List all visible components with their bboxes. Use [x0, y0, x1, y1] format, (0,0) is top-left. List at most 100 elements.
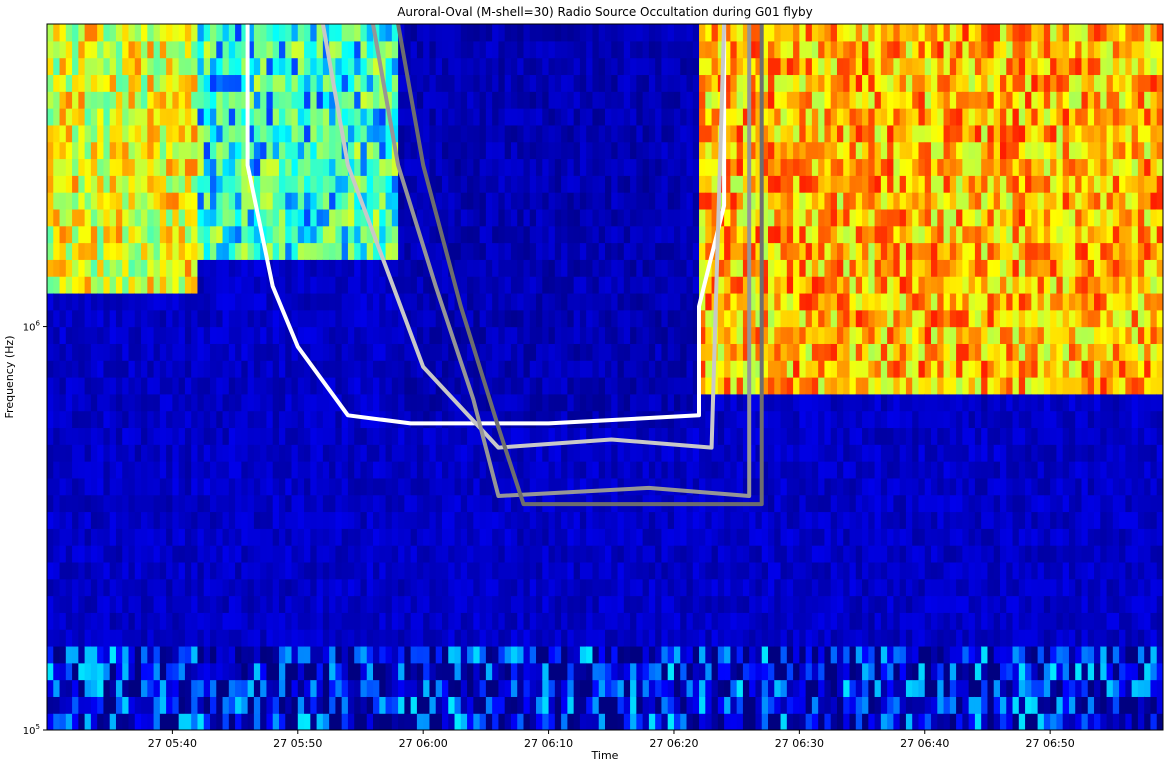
spectrogram-cell	[542, 360, 550, 378]
spectrogram-cell	[379, 225, 387, 244]
spectrogram-cell	[178, 40, 186, 59]
spectrogram-cell	[467, 360, 474, 378]
spectrogram-cell	[630, 477, 637, 496]
spectrogram-cell	[761, 225, 769, 244]
spectrogram-cell	[655, 124, 663, 143]
spectrogram-cell	[579, 259, 587, 277]
spectrogram-cell	[492, 360, 500, 378]
spectrogram-cell	[667, 259, 675, 277]
spectrogram-cell	[210, 662, 217, 681]
spectrogram-cell	[630, 679, 637, 697]
spectrogram-cell	[724, 477, 731, 496]
spectrogram-cell	[492, 427, 500, 445]
spectrogram-cell	[774, 175, 782, 193]
spectrogram-cell	[329, 410, 336, 429]
spectrogram-cell	[498, 561, 506, 580]
spectrogram-cell	[335, 528, 343, 546]
spectrogram-cell	[222, 309, 230, 328]
spectrogram-cell	[47, 612, 54, 630]
spectrogram-cell	[90, 696, 98, 714]
spectrogram-cell	[623, 360, 631, 378]
spectrogram-cell	[216, 57, 224, 76]
spectrogram-cell	[749, 141, 757, 160]
spectrogram-cell	[523, 309, 531, 328]
spectrogram-cell	[247, 528, 255, 546]
spectrogram-cell	[103, 444, 111, 462]
spectrogram-cell	[134, 578, 142, 597]
spectrogram-cell	[410, 74, 418, 92]
spectrogram-cell	[724, 545, 731, 563]
spectrogram-cell	[241, 24, 249, 42]
spectrogram-cell	[347, 124, 355, 143]
spectrogram-cell	[724, 410, 731, 429]
spectrogram-cell	[310, 696, 318, 714]
spectrogram-cell	[272, 108, 280, 126]
spectrogram-cell	[623, 175, 631, 193]
spectrogram-cell	[680, 192, 688, 210]
spectrogram-cell	[761, 158, 769, 176]
spectrogram-cell	[97, 427, 105, 445]
spectrogram-cell	[72, 444, 79, 462]
spectrogram-cell	[285, 158, 293, 176]
spectrogram-cell	[761, 696, 769, 714]
spectrogram-cell	[398, 595, 405, 613]
spectrogram-cell	[354, 276, 362, 294]
spectrogram-cell	[504, 141, 512, 160]
spectrogram-cell	[699, 612, 706, 630]
spectrogram-cell	[460, 595, 468, 613]
spectrogram-cell	[742, 696, 750, 714]
spectrogram-cell	[605, 292, 612, 311]
spectrogram-cell	[373, 57, 380, 76]
spectrogram-cell	[630, 645, 637, 664]
spectrogram-cell	[586, 696, 594, 714]
spectrogram-cell	[510, 679, 518, 697]
spectrogram-cell	[492, 158, 500, 176]
spectrogram-cell	[435, 124, 443, 143]
spectrogram-cell	[586, 158, 594, 176]
spectrogram-cell	[59, 528, 67, 546]
spectrogram-cell	[310, 309, 318, 328]
spectrogram-cell	[730, 662, 738, 681]
spectrogram-cell	[197, 343, 205, 361]
spectrogram-cell	[304, 477, 311, 496]
spectrogram-cell	[210, 309, 217, 328]
spectrogram-cell	[680, 24, 688, 42]
spectrogram-cell	[598, 276, 606, 294]
spectrogram-cell	[448, 545, 456, 563]
spectrogram-cell	[435, 477, 443, 496]
spectrogram-cell	[636, 40, 644, 59]
spectrogram-cell	[780, 360, 788, 378]
spectrogram-cell	[172, 444, 180, 462]
spectrogram-cell	[329, 225, 336, 244]
spectrogram-cell	[429, 208, 437, 227]
spectrogram-cell	[153, 158, 161, 176]
spectrogram-cell	[504, 595, 512, 613]
spectrogram-cell	[586, 645, 594, 664]
spectrogram-cell	[441, 612, 449, 630]
spectrogram-cell	[667, 377, 675, 395]
spectrogram-cell	[191, 225, 199, 244]
spectrogram-cell	[310, 545, 318, 563]
spectrogram-cell	[435, 57, 443, 76]
spectrogram-cell	[266, 461, 274, 479]
spectrogram-cell	[360, 561, 368, 580]
spectrogram-cell	[730, 242, 738, 260]
spectrogram-cell	[667, 292, 675, 311]
spectrogram-cell	[467, 427, 474, 445]
spectrogram-cell	[197, 713, 205, 730]
spectrogram-cell	[780, 713, 788, 730]
spectrogram-cell	[329, 108, 336, 126]
spectrogram-cell	[304, 545, 311, 563]
spectrogram-cell	[385, 292, 393, 311]
spectrogram-cell	[617, 393, 625, 412]
spectrogram-cell	[216, 528, 224, 546]
spectrogram-cell	[178, 108, 186, 126]
spectrogram-cell	[717, 561, 725, 580]
spectrogram-cell	[648, 309, 656, 328]
spectrogram-cell	[90, 74, 98, 92]
spectrogram-cell	[473, 57, 481, 76]
spectrogram-cell	[203, 242, 211, 260]
spectrogram-cell	[304, 124, 311, 143]
spectrogram-cell	[360, 528, 368, 546]
spectrogram-cell	[724, 561, 731, 580]
